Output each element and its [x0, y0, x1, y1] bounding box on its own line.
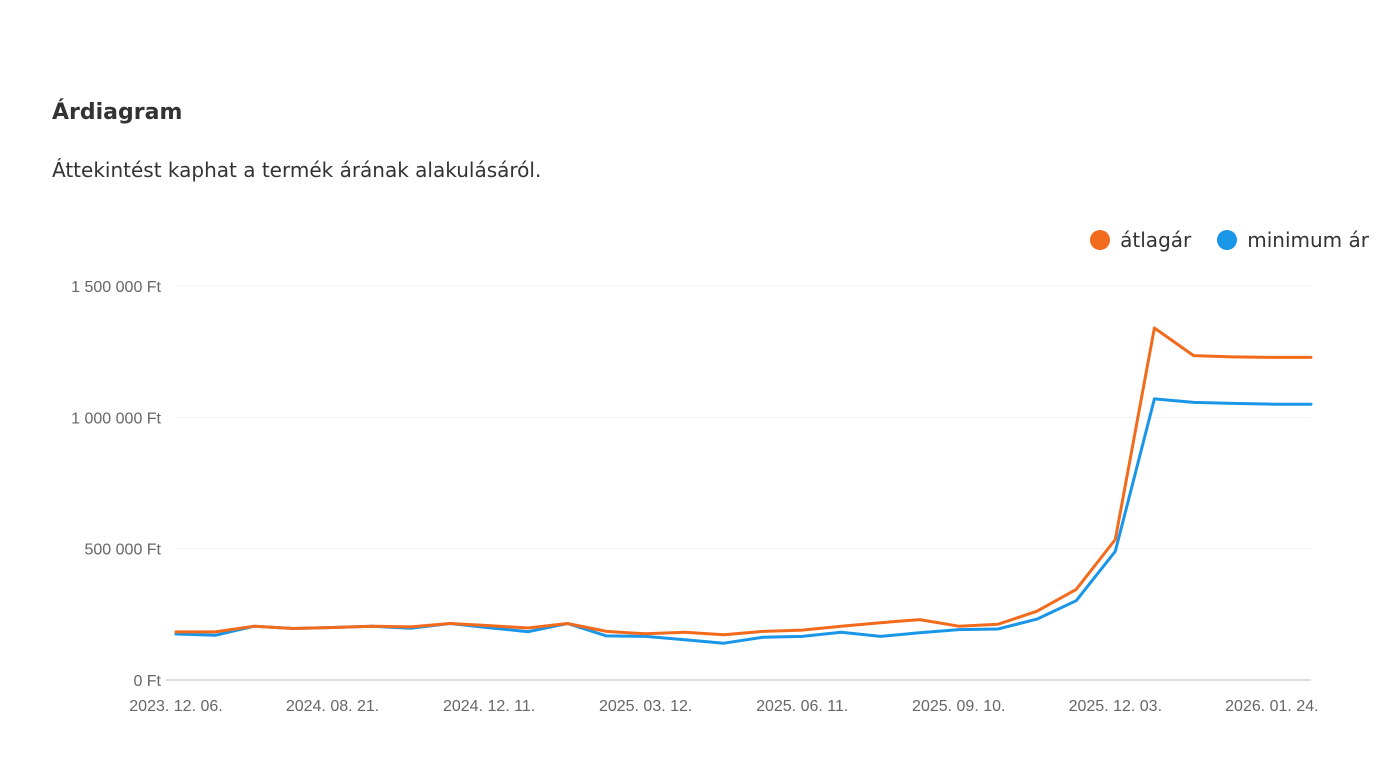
- series-line-atlagar: [174, 326, 1313, 637]
- x-tick-label: 2025. 09. 10.: [912, 698, 1005, 715]
- legend-label-atlagar: átlagár: [1120, 228, 1192, 252]
- y-tick-label: 1 500 000 Ft: [71, 279, 161, 296]
- legend-dot-minimum: [1217, 230, 1238, 250]
- legend-item-minimum[interactable]: minimum ár: [1217, 228, 1369, 252]
- series-line-minimum: [174, 397, 1313, 645]
- y-tick-label: 500 000 Ft: [85, 542, 162, 559]
- x-tick-label: 2023. 12. 06.: [129, 698, 222, 715]
- legend-label-minimum: minimum ár: [1247, 228, 1369, 252]
- legend-item-atlagar[interactable]: átlagár: [1090, 228, 1191, 252]
- y-tick-label: 1 000 000 Ft: [71, 410, 161, 427]
- x-tick-label: 2025. 06. 11.: [756, 698, 848, 715]
- chart-subtitle: Áttekintést kaphat a termék árának alaku…: [52, 158, 542, 182]
- x-tick-label: 2025. 12. 03.: [1069, 698, 1162, 715]
- chart-title: Árdiagram: [52, 100, 183, 125]
- x-tick-label: 2025. 03. 12.: [599, 698, 692, 715]
- y-tick-label: 0 Ft: [133, 673, 161, 690]
- chart-legend: átlagár minimum ár: [1064, 228, 1369, 252]
- legend-dot-atlagar: [1090, 230, 1111, 250]
- x-tick-label: 2024. 12. 11.: [443, 698, 535, 715]
- x-tick-label: 2026. 01. 24.: [1225, 698, 1318, 715]
- x-tick-label: 2024. 08. 21.: [286, 698, 379, 715]
